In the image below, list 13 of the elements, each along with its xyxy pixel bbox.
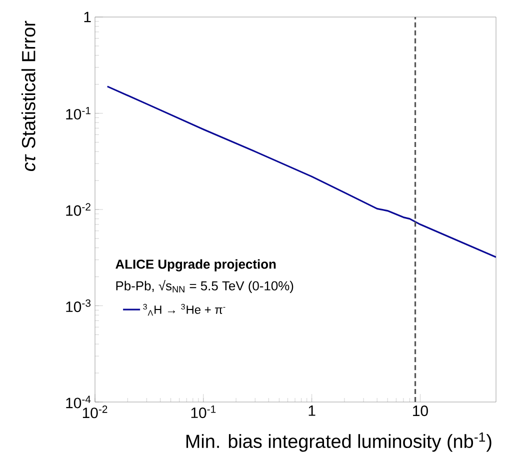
x-tick-label: 1 (308, 406, 316, 416)
y-tick-label: 10$^{-3}$ (66, 299, 91, 312)
x-tick-label: 10 (413, 406, 428, 416)
y-tick-label: 1 (84, 12, 91, 22)
x-tick-label: 10$^{-2}$ (82, 406, 108, 418)
annotation: ALICE Upgrade projection (116, 259, 276, 272)
y-tick-label: 10$^{-1}$ (66, 106, 90, 120)
y-tick-label: 10$^{-2}$ (66, 203, 90, 216)
y-tick-label: 10$^{-4}$ (66, 396, 91, 408)
y-axis-title: cτ Statistical Error (21, 20, 36, 171)
x-tick-label: 10$^{-1}$ (191, 406, 216, 418)
x-axis-title: Min. bias integrated luminosity (nb$^{-1}$) (186, 432, 492, 452)
annotation: Pb-Pb, √s$_{NN}$ = 5.5 TeV (0-10%) (116, 280, 294, 293)
